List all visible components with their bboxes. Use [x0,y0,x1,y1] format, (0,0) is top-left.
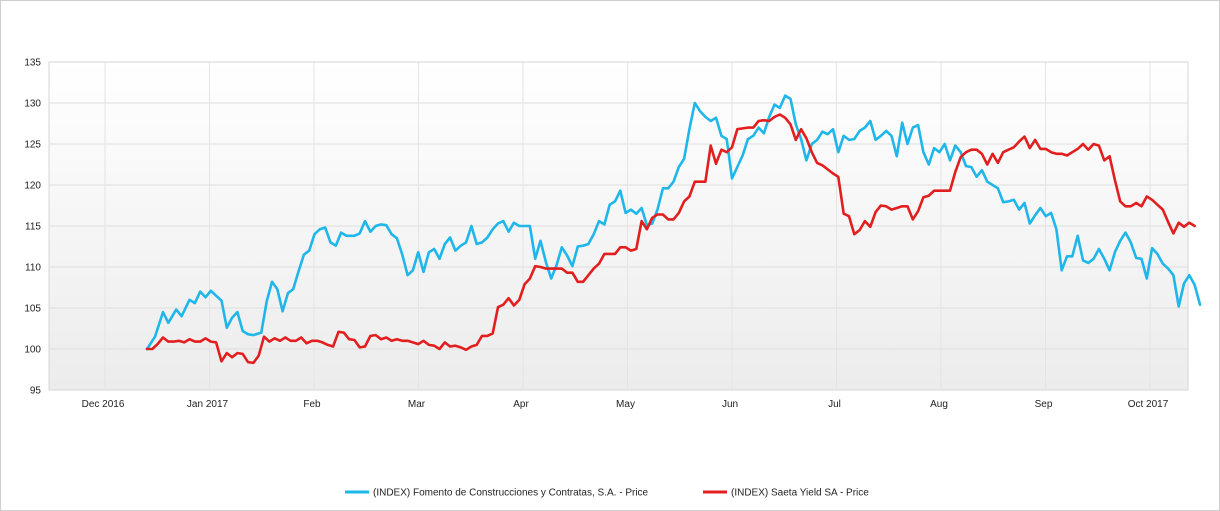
x-tick-label: Oct 2017 [1128,399,1169,410]
x-tick-label: Aug [930,399,948,410]
y-tick-label: 135 [24,58,41,69]
x-tick-label: Jun [722,399,738,410]
y-tick-label: 115 [25,222,41,233]
series-line-1 [145,94,1202,351]
y-tick-label: 95 [30,386,42,397]
x-tick-label: Feb [303,399,321,410]
x-tick-label: Jan 2017 [187,399,229,410]
legend-item-2[interactable]: (INDEX) Saeta Yield SA - Price [703,488,869,499]
y-tick-label: 120 [24,181,41,192]
y-tick-label: 100 [24,345,41,356]
series-lines [145,94,1202,365]
x-tick-label: Dec 2016 [82,399,125,410]
legend-label: (INDEX) Saeta Yield SA - Price [731,488,869,499]
x-tick-label: Jul [828,399,841,410]
grid [49,62,1188,390]
x-tick-label: Mar [408,399,426,410]
x-tick-label: Sep [1035,399,1053,410]
x-tick-label: Apr [513,399,529,410]
y-tick-label: 105 [24,304,41,315]
series-line-2 [145,113,1196,365]
legend-item-1[interactable]: (INDEX) Fomento de Construcciones y Cont… [345,488,649,499]
y-tick-label: 130 [24,99,41,110]
legend-label: (INDEX) Fomento de Construcciones y Cont… [373,488,649,499]
y-tick-label: 125 [24,140,41,151]
y-tick-label: 110 [25,263,41,274]
legend: (INDEX) Fomento de Construcciones y Cont… [345,488,869,499]
y-axis: 95 100 105 110 115 120 125 130 135 [24,58,41,397]
x-axis: Dec 2016 Jan 2017 Feb Mar Apr May Jun Jul Aug Sep… [82,399,1169,410]
x-tick-label: May [616,399,635,410]
